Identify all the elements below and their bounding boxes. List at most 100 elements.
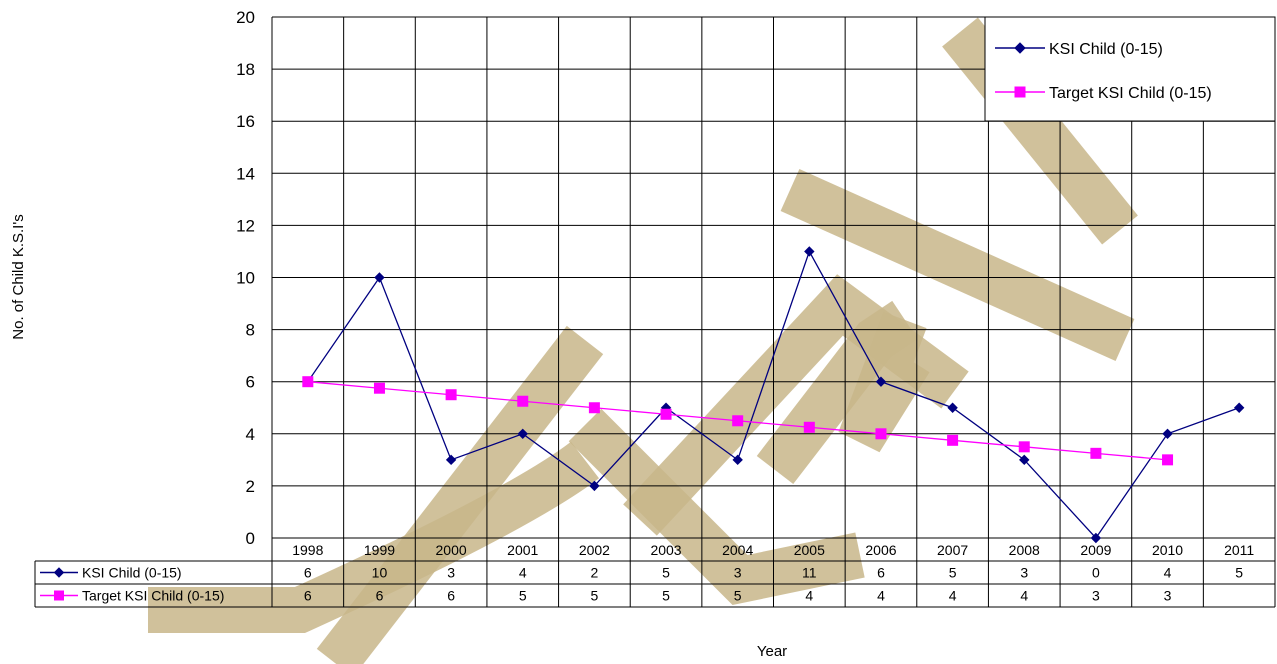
table-cell: 6: [304, 565, 312, 581]
table-cell: 4: [805, 588, 813, 604]
square-marker: [445, 389, 457, 401]
table-cell: 11: [802, 565, 817, 581]
legend: KSI Child (0-15) Target KSI Child (0-15): [984, 16, 1276, 122]
square-marker: [1162, 454, 1174, 466]
y-tick-label: 20: [236, 8, 255, 27]
table-cell: 6: [304, 588, 312, 604]
square-marker: [588, 402, 600, 414]
diamond-marker: [804, 246, 815, 257]
y-tick-label: 10: [236, 269, 255, 288]
diamond-marker: [875, 376, 887, 387]
table-cell: 4: [1020, 588, 1028, 604]
x-tick-label: 2004: [722, 542, 753, 558]
y-tick-label: 8: [246, 321, 255, 340]
table-cell: 2: [590, 565, 598, 581]
diamond-marker: [517, 428, 528, 440]
series-line: [307, 249, 1240, 540]
chart-grid: [271, 16, 1276, 539]
watermark-stroke: [568, 408, 865, 606]
table-cell: 5: [949, 565, 957, 581]
y-tick-label: 16: [236, 112, 255, 131]
table-cell: 3: [1020, 565, 1028, 581]
square-marker: [875, 428, 887, 440]
table-cell: 5: [662, 565, 670, 581]
table-series-label: Target KSI Child (0-15): [82, 588, 224, 604]
y-tick-label: 4: [246, 425, 255, 444]
y-tick-label: 6: [246, 373, 255, 392]
table-cell: 4: [877, 588, 885, 604]
watermark-stroke: [316, 325, 604, 664]
legend-label: Target KSI Child (0-15): [1049, 85, 1212, 102]
y-tick-label: 2: [246, 477, 255, 496]
y-tick-label: 12: [236, 216, 255, 235]
square-marker: [517, 395, 529, 407]
square-marker: [732, 415, 744, 427]
table-series-label: KSI Child (0-15): [82, 565, 182, 581]
data-table: 1998 1999 2000 2001 2002 2003 2004 2005 2006 2007…: [34, 538, 1276, 608]
legend-label: KSI Child (0-15): [1049, 41, 1163, 58]
y-tick-label: 0: [246, 529, 255, 548]
x-tick-label: 2005: [794, 542, 825, 558]
diamond-marker: [374, 272, 385, 283]
table-cell: 6: [447, 588, 455, 604]
table-cell: 10: [372, 565, 388, 581]
legend-box: [984, 16, 1276, 122]
x-tick-label: 2006: [865, 542, 896, 558]
x-axis-title: Year: [757, 643, 787, 660]
table-cell: 3: [734, 565, 742, 581]
table-cell: 3: [1164, 588, 1172, 604]
square-marker: [54, 590, 64, 601]
diamond-marker: [445, 454, 457, 466]
x-tick-label: 1999: [364, 542, 395, 558]
x-tick-label: 2001: [507, 542, 538, 558]
square-marker: [1090, 447, 1102, 459]
square-marker: [947, 434, 959, 446]
table-cell: 3: [447, 565, 455, 581]
table-cell: 5: [662, 588, 670, 604]
square-marker: [1018, 441, 1030, 453]
y-tick-label: 14: [236, 164, 255, 183]
table-cell: 4: [519, 565, 527, 581]
diamond-marker: [589, 480, 600, 492]
table-cell: 6: [376, 588, 384, 604]
diamond-marker: [732, 454, 743, 466]
diamond-marker: [1014, 42, 1026, 54]
table-cell: 5: [519, 588, 527, 604]
y-tick-label: 18: [236, 60, 255, 79]
square-marker: [660, 408, 672, 420]
x-tick-label: 2007: [937, 542, 968, 558]
x-tick-label: 2011: [1224, 542, 1254, 558]
y-axis-title: No. of Child K.S.I's: [10, 214, 27, 339]
x-tick-label: 2009: [1080, 542, 1111, 558]
square-marker: [302, 376, 314, 388]
table-cell: 6: [877, 565, 885, 581]
table-cell: 4: [949, 588, 957, 604]
series-plot: [302, 246, 1245, 544]
watermark-stroke: [148, 441, 600, 633]
table-cell: 0: [1092, 565, 1100, 581]
diamond-marker: [1019, 454, 1030, 466]
x-tick-label: 2010: [1152, 542, 1183, 558]
table-cell: 5: [590, 588, 598, 604]
x-tick-label: 1998: [292, 542, 323, 558]
diamond-marker: [1090, 532, 1102, 544]
square-marker: [373, 382, 385, 394]
square-marker: [1014, 86, 1026, 98]
watermark-stroke: [780, 169, 1135, 361]
table-cell: 5: [1235, 565, 1243, 581]
square-marker: [803, 421, 815, 433]
table-cell: 3: [1092, 588, 1100, 604]
x-tick-label: 2002: [579, 542, 610, 558]
table-cell: 4: [1164, 565, 1172, 581]
x-tick-label: 2000: [436, 542, 467, 558]
draft-watermark: DRAFT: [148, 17, 1138, 664]
diamond-marker: [1162, 428, 1173, 440]
y-axis: 0 2 4 6 8 10 12 14 16 18 20: [236, 8, 255, 548]
diamond-marker: [947, 402, 958, 413]
diamond-marker: [1233, 402, 1245, 413]
x-tick-label: 2003: [650, 542, 681, 558]
diamond-marker: [53, 567, 65, 578]
table-cell: 5: [734, 588, 742, 604]
x-tick-label: 2008: [1009, 542, 1040, 558]
